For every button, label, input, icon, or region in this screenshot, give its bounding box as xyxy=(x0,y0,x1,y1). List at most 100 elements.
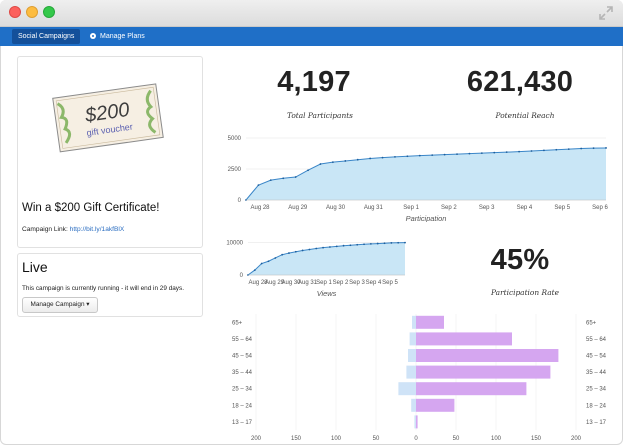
data-point xyxy=(294,176,297,178)
y-tick-label: 2500 xyxy=(228,167,242,173)
data-point xyxy=(315,247,318,250)
category-label-right: 13 – 17 xyxy=(586,420,607,426)
data-point xyxy=(406,155,409,158)
x-tick-label: Aug 28 xyxy=(248,280,268,286)
x-tick-label: Sep 5 xyxy=(554,205,570,211)
x-tick-label: Aug 31 xyxy=(298,280,318,286)
tab-social-campaigns[interactable]: Social Campaigns xyxy=(12,29,81,44)
reach-label: Potential Reach xyxy=(495,111,555,120)
tab-label: Social Campaigns xyxy=(18,33,75,40)
x-tick-label: Sep 5 xyxy=(382,280,398,286)
data-point xyxy=(456,153,458,156)
y-tick-label: 10000 xyxy=(226,240,243,246)
x-tick-label: Sep 6 xyxy=(592,205,608,211)
x-axis-title: Participation xyxy=(406,214,447,222)
category-label-right: 35 – 44 xyxy=(586,370,607,376)
x-tick-label: 150 xyxy=(291,436,302,442)
campaign-link-row: Campaign Link: http://bit.ly/1akfBlX xyxy=(22,226,124,233)
data-point xyxy=(319,163,322,165)
fullscreen-icon[interactable] xyxy=(599,6,613,20)
data-point xyxy=(253,269,256,271)
data-point xyxy=(281,253,284,256)
data-point xyxy=(307,169,309,172)
bar-left xyxy=(414,415,416,429)
reach-value: 621,430 xyxy=(466,66,574,98)
data-point xyxy=(269,179,272,182)
participation-chart: 0 2500 5000 Aug 28 Aug 29 Aug 30 Aug 31 Sep 1 Se… xyxy=(228,136,609,222)
area-fill xyxy=(246,147,606,200)
bar-left xyxy=(408,349,416,362)
x-tick-label: Aug 29 xyxy=(265,280,285,286)
data-point xyxy=(267,260,270,263)
gift-voucher-image: $200 gift voucher xyxy=(52,83,164,153)
x-tick-label: Sep 1 xyxy=(403,205,419,211)
x-tick-label: 150 xyxy=(531,436,542,442)
campaign-link-label: Campaign Link: xyxy=(22,226,68,233)
x-tick-label: Sep 3 xyxy=(349,280,365,286)
status-description: This campaign is currently running - it … xyxy=(22,285,184,292)
x-tick-label: 50 xyxy=(453,436,460,442)
bar-left xyxy=(412,315,416,329)
x-tick-label: 100 xyxy=(491,436,502,442)
x-tick-label: 200 xyxy=(251,436,262,442)
category-label-right: 25 – 34 xyxy=(586,387,607,393)
minimize-window-button[interactable] xyxy=(26,6,38,18)
category-label-right: 18 – 24 xyxy=(586,403,607,409)
category-label-right: 65+ xyxy=(586,320,597,326)
x-tick-label: 200 xyxy=(571,436,582,442)
y-tick-label: 5000 xyxy=(228,136,242,142)
data-point xyxy=(381,156,384,159)
x-tick-label: 0 xyxy=(414,436,418,442)
close-window-button[interactable] xyxy=(9,6,21,18)
data-point xyxy=(274,257,277,259)
data-point xyxy=(322,246,324,249)
x-tick-label: Aug 29 xyxy=(288,205,308,211)
manage-campaign-button[interactable]: Manage Campaign ▾ xyxy=(22,297,98,313)
data-point xyxy=(505,151,508,154)
bar-right xyxy=(416,365,551,379)
category-label-left: 55 – 64 xyxy=(232,337,253,343)
top-nav: Social Campaigns Manage Plans xyxy=(0,27,623,46)
data-point xyxy=(356,158,359,161)
data-point xyxy=(282,177,285,180)
x-tick-label: Sep 4 xyxy=(366,280,382,286)
bar-right xyxy=(416,382,527,396)
data-point xyxy=(404,241,406,244)
data-point xyxy=(592,147,595,150)
data-point xyxy=(376,242,379,245)
data-point xyxy=(383,242,386,245)
bar-right xyxy=(416,398,455,412)
x-axis-title: Views xyxy=(317,289,337,298)
series-line xyxy=(247,242,406,276)
x-tick-label: Aug 30 xyxy=(326,205,346,211)
campaign-link[interactable]: http://bit.ly/1akfBlX xyxy=(69,226,125,233)
bar-left xyxy=(411,398,416,412)
data-point xyxy=(580,147,583,150)
gear-icon xyxy=(90,32,96,39)
data-point xyxy=(518,150,521,153)
y-tick-label: 0 xyxy=(240,273,244,279)
data-point xyxy=(493,151,496,154)
data-point xyxy=(257,184,260,187)
data-point xyxy=(530,150,533,152)
data-point xyxy=(335,245,338,248)
y-tick-label: 0 xyxy=(238,198,242,204)
bar-left xyxy=(398,382,416,396)
category-label-left: 25 – 34 xyxy=(232,387,253,393)
x-tick-label: 100 xyxy=(331,436,342,442)
campaign-card xyxy=(17,56,203,248)
bar-right xyxy=(416,315,444,329)
category-label-left: 45 – 54 xyxy=(232,354,253,360)
tab-manage-plans[interactable]: Manage Plans xyxy=(84,29,151,44)
rate-value: 45% xyxy=(490,244,550,276)
x-tick-label: Sep 4 xyxy=(517,205,533,211)
data-point xyxy=(397,241,400,244)
zoom-window-button[interactable] xyxy=(43,6,55,18)
data-point xyxy=(344,160,347,162)
data-point xyxy=(555,148,558,151)
data-point xyxy=(543,149,545,152)
data-point xyxy=(394,155,396,158)
bar-right xyxy=(416,332,512,346)
category-label-right: 45 – 54 xyxy=(586,354,607,360)
